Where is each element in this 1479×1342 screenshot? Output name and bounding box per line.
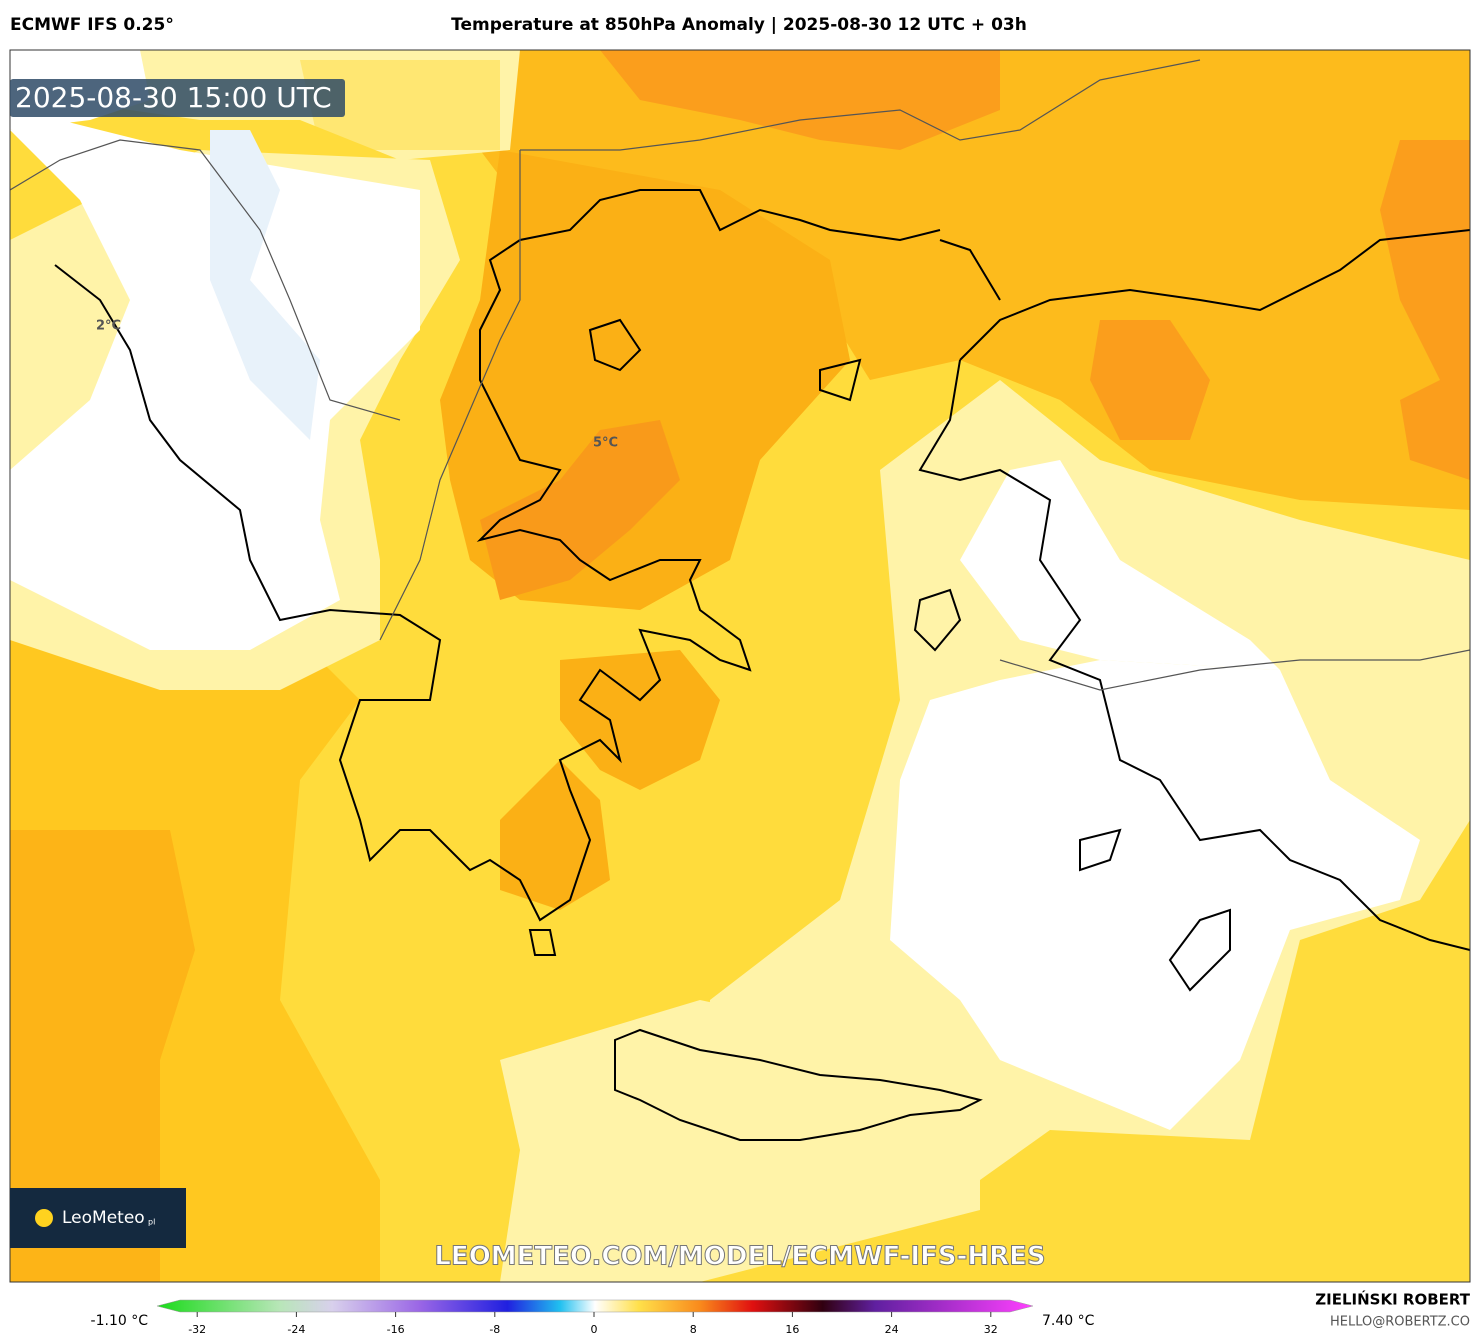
model-name: ECMWF IFS 0.25°	[10, 15, 174, 35]
colorbar	[156, 1299, 1034, 1313]
logo-text: LeoMeteo	[62, 1208, 145, 1228]
colorbar-tick-label: 16	[785, 1323, 799, 1336]
colorbar-min: -1.10 °C	[91, 1313, 149, 1329]
colorbar-tick-label: 8	[690, 1323, 697, 1336]
colorbar-max: 7.40 °C	[1042, 1313, 1095, 1329]
email: HELLO@ROBERTZ.CO	[1330, 1315, 1470, 1330]
watermark: LEOMETEO.COM/MODEL/ECMWF-IFS-HRES	[434, 1242, 1045, 1272]
colorbar-tick-label: 0	[591, 1323, 598, 1336]
logo-sun	[35, 1209, 53, 1227]
colorbar-tick-label: -8	[489, 1323, 500, 1336]
contour-label: 5°C	[593, 436, 618, 451]
colorbar-tick-label: -24	[287, 1323, 305, 1336]
map-title: Temperature at 850hPa Anomaly | 2025-08-…	[451, 15, 1027, 35]
colorbar-tick-label: 24	[885, 1323, 899, 1336]
map	[10, 50, 1470, 1282]
contour-label: 2°C	[96, 319, 121, 334]
map-frame	[9, 49, 1471, 1283]
logo-suffix: pl	[148, 1218, 155, 1227]
colorbar-tick-label: 32	[984, 1323, 998, 1336]
colorbar-scale	[156, 1299, 1034, 1313]
author: ZIELIŃSKI ROBERT	[1315, 1290, 1470, 1309]
colorbar-tick-label: -32	[188, 1323, 206, 1336]
timestamp: 2025-08-30 15:00 UTC	[15, 81, 332, 114]
timestamp-box	[10, 79, 345, 117]
colorbar-tick-label: -16	[387, 1323, 405, 1336]
